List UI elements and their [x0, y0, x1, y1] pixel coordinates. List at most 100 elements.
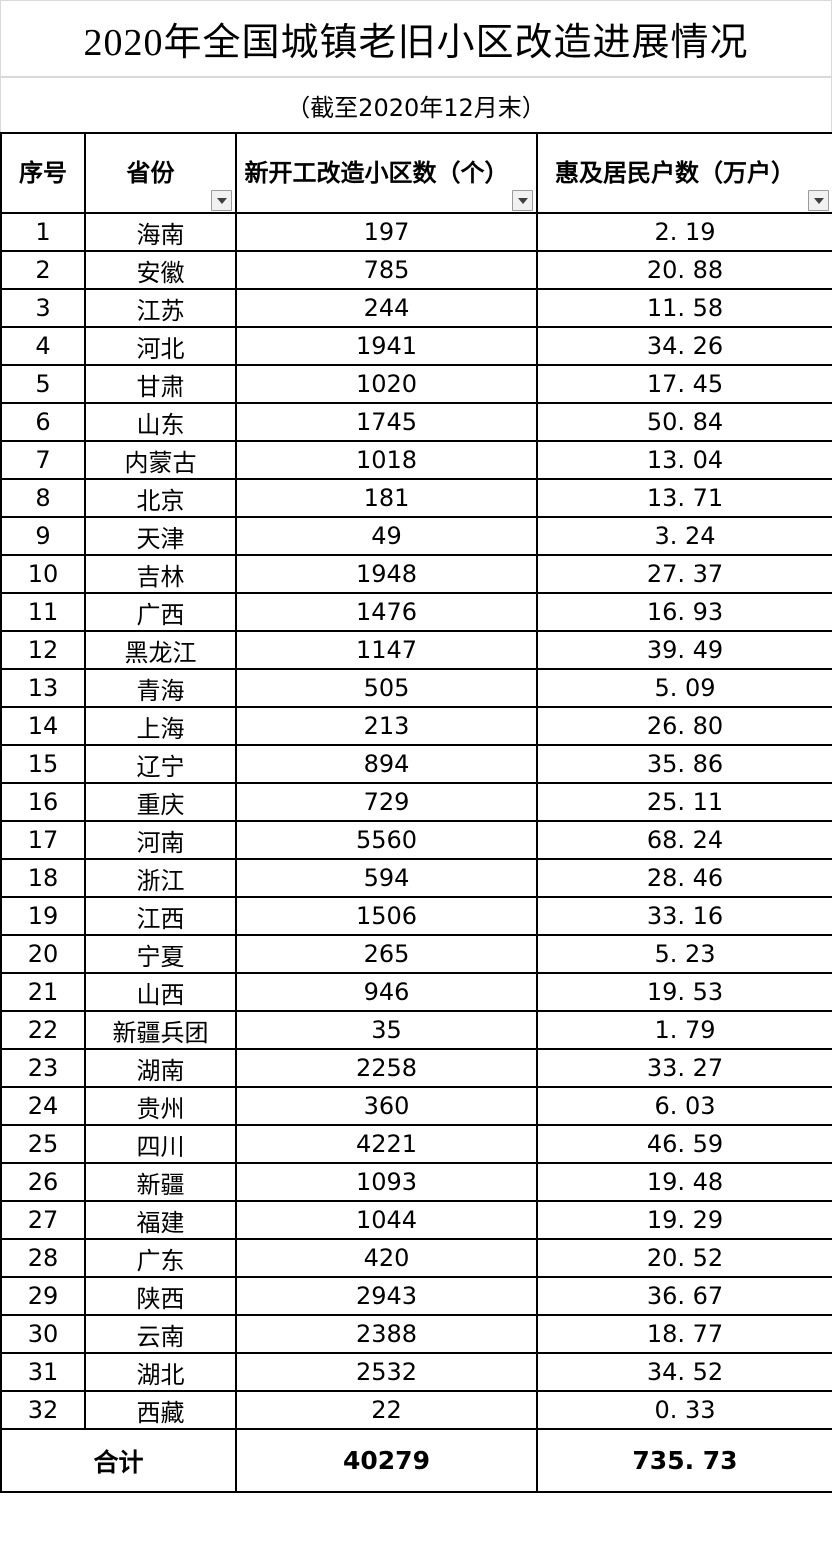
cell-index[interactable]: 21 [0, 972, 86, 1012]
cell-communities[interactable]: 244 [235, 288, 538, 328]
cell-households[interactable]: 50. 84 [536, 402, 832, 442]
total-communities-cell[interactable]: 40279 [235, 1428, 538, 1493]
cell-communities[interactable]: 2943 [235, 1276, 538, 1316]
cell-province[interactable]: 安徽 [84, 250, 237, 290]
cell-index[interactable]: 17 [0, 820, 86, 860]
cell-index[interactable]: 25 [0, 1124, 86, 1164]
cell-province[interactable]: 四川 [84, 1124, 237, 1164]
cell-communities[interactable]: 1020 [235, 364, 538, 404]
cell-households[interactable]: 34. 26 [536, 326, 832, 366]
cell-index[interactable]: 31 [0, 1352, 86, 1392]
cell-index[interactable]: 14 [0, 706, 86, 746]
cell-communities[interactable]: 1044 [235, 1200, 538, 1240]
cell-communities[interactable]: 1018 [235, 440, 538, 480]
cell-communities[interactable]: 213 [235, 706, 538, 746]
cell-communities[interactable]: 1147 [235, 630, 538, 670]
cell-province[interactable]: 新疆兵团 [84, 1010, 237, 1050]
cell-communities[interactable]: 785 [235, 250, 538, 290]
cell-communities[interactable]: 35 [235, 1010, 538, 1050]
cell-households[interactable]: 35. 86 [536, 744, 832, 784]
cell-province[interactable]: 内蒙古 [84, 440, 237, 480]
cell-households[interactable]: 33. 27 [536, 1048, 832, 1088]
cell-communities[interactable]: 265 [235, 934, 538, 974]
cell-province[interactable]: 云南 [84, 1314, 237, 1354]
cell-households[interactable]: 27. 37 [536, 554, 832, 594]
col-header-province[interactable]: 省份 [84, 132, 237, 214]
cell-index[interactable]: 2 [0, 250, 86, 290]
cell-index[interactable]: 4 [0, 326, 86, 366]
cell-province[interactable]: 江苏 [84, 288, 237, 328]
cell-households[interactable]: 34. 52 [536, 1352, 832, 1392]
cell-households[interactable]: 39. 49 [536, 630, 832, 670]
col-header-households[interactable]: 惠及居民户数（万户） [536, 132, 832, 214]
cell-index[interactable]: 9 [0, 516, 86, 556]
cell-province[interactable]: 重庆 [84, 782, 237, 822]
cell-index[interactable]: 32 [0, 1390, 86, 1430]
cell-index[interactable]: 30 [0, 1314, 86, 1354]
cell-province[interactable]: 西藏 [84, 1390, 237, 1430]
cell-index[interactable]: 15 [0, 744, 86, 784]
cell-province[interactable]: 陕西 [84, 1276, 237, 1316]
cell-households[interactable]: 18. 77 [536, 1314, 832, 1354]
cell-communities[interactable]: 197 [235, 212, 538, 252]
filter-button-communities[interactable] [512, 190, 533, 211]
cell-province[interactable]: 黑龙江 [84, 630, 237, 670]
cell-communities[interactable]: 946 [235, 972, 538, 1012]
cell-households[interactable]: 25. 11 [536, 782, 832, 822]
cell-communities[interactable]: 5560 [235, 820, 538, 860]
cell-province[interactable]: 广西 [84, 592, 237, 632]
col-header-index[interactable]: 序号 [0, 132, 86, 214]
cell-province[interactable]: 宁夏 [84, 934, 237, 974]
cell-index[interactable]: 18 [0, 858, 86, 898]
filter-button-households[interactable] [808, 190, 829, 211]
cell-households[interactable]: 19. 29 [536, 1200, 832, 1240]
cell-households[interactable]: 17. 45 [536, 364, 832, 404]
col-header-communities[interactable]: 新开工改造小区数（个） [235, 132, 538, 214]
cell-households[interactable]: 28. 46 [536, 858, 832, 898]
cell-index[interactable]: 20 [0, 934, 86, 974]
cell-index[interactable]: 13 [0, 668, 86, 708]
cell-households[interactable]: 13. 04 [536, 440, 832, 480]
cell-households[interactable]: 5. 23 [536, 934, 832, 974]
cell-province[interactable]: 湖北 [84, 1352, 237, 1392]
cell-province[interactable]: 贵州 [84, 1086, 237, 1126]
cell-index[interactable]: 28 [0, 1238, 86, 1278]
cell-communities[interactable]: 1948 [235, 554, 538, 594]
cell-communities[interactable]: 2388 [235, 1314, 538, 1354]
cell-province[interactable]: 上海 [84, 706, 237, 746]
cell-index[interactable]: 19 [0, 896, 86, 936]
cell-households[interactable]: 1. 79 [536, 1010, 832, 1050]
cell-households[interactable]: 19. 48 [536, 1162, 832, 1202]
total-households-cell[interactable]: 735. 73 [536, 1428, 832, 1493]
cell-households[interactable]: 20. 88 [536, 250, 832, 290]
cell-province[interactable]: 天津 [84, 516, 237, 556]
cell-province[interactable]: 新疆 [84, 1162, 237, 1202]
cell-households[interactable]: 16. 93 [536, 592, 832, 632]
cell-communities[interactable]: 22 [235, 1390, 538, 1430]
cell-communities[interactable]: 49 [235, 516, 538, 556]
cell-communities[interactable]: 729 [235, 782, 538, 822]
cell-province[interactable]: 广东 [84, 1238, 237, 1278]
cell-index[interactable]: 6 [0, 402, 86, 442]
cell-households[interactable]: 13. 71 [536, 478, 832, 518]
cell-households[interactable]: 33. 16 [536, 896, 832, 936]
cell-households[interactable]: 20. 52 [536, 1238, 832, 1278]
cell-households[interactable]: 46. 59 [536, 1124, 832, 1164]
cell-province[interactable]: 浙江 [84, 858, 237, 898]
cell-province[interactable]: 山东 [84, 402, 237, 442]
cell-households[interactable]: 2. 19 [536, 212, 832, 252]
cell-province[interactable]: 海南 [84, 212, 237, 252]
cell-communities[interactable]: 1476 [235, 592, 538, 632]
cell-communities[interactable]: 181 [235, 478, 538, 518]
cell-province[interactable]: 北京 [84, 478, 237, 518]
cell-households[interactable]: 6. 03 [536, 1086, 832, 1126]
cell-index[interactable]: 26 [0, 1162, 86, 1202]
cell-communities[interactable]: 2532 [235, 1352, 538, 1392]
cell-index[interactable]: 23 [0, 1048, 86, 1088]
cell-index[interactable]: 11 [0, 592, 86, 632]
cell-communities[interactable]: 1745 [235, 402, 538, 442]
cell-households[interactable]: 0. 33 [536, 1390, 832, 1430]
cell-households[interactable]: 26. 80 [536, 706, 832, 746]
cell-province[interactable]: 山西 [84, 972, 237, 1012]
cell-province[interactable]: 河南 [84, 820, 237, 860]
